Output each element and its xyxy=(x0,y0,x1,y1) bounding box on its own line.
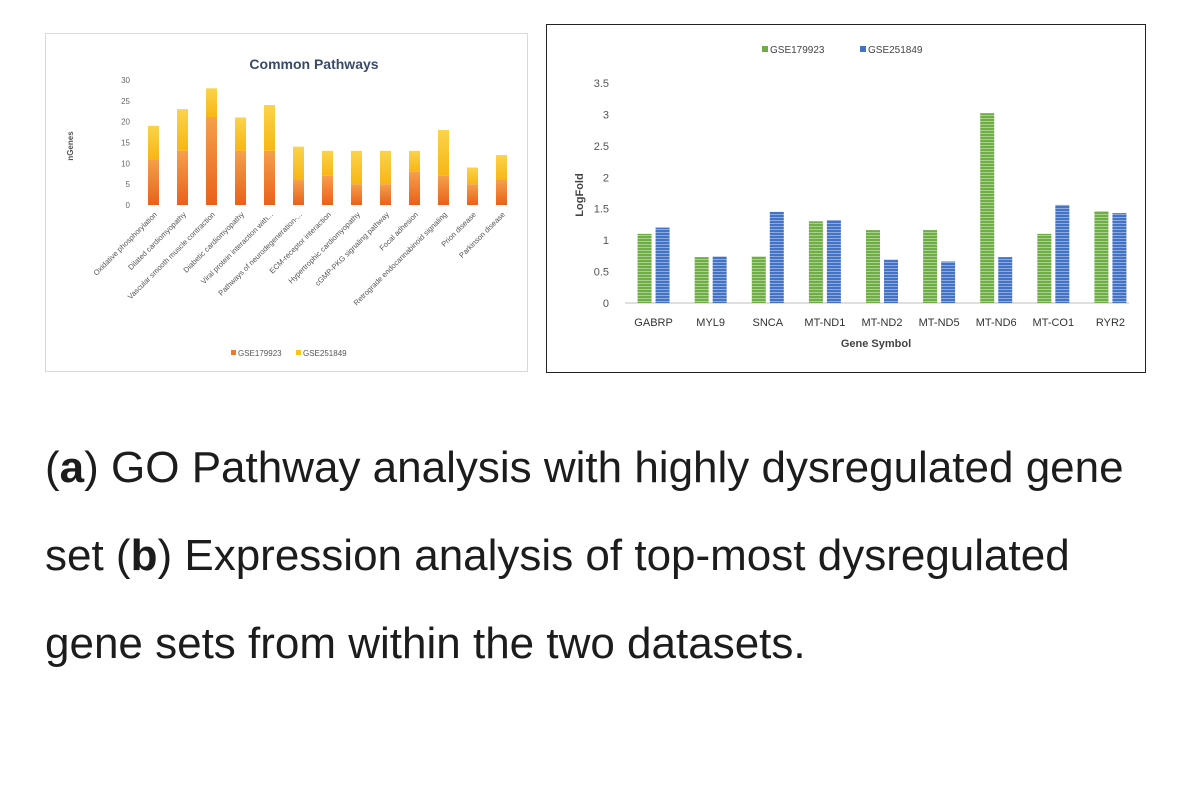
chart-b-legend-swatch-gse179923 xyxy=(762,46,768,52)
chart-gene-expression: GSE179923 GSE251849 LogFold 0 0.5 1 1.5 2 2.5 3 3.… xyxy=(546,24,1146,373)
chart-b-bar-gse251849 xyxy=(655,227,670,303)
chart-b-y-axis-label: LogFold xyxy=(574,173,586,216)
chart-a-y-tick: 5 xyxy=(126,180,131,189)
chart-b-y-tick: 0.5 xyxy=(594,267,609,279)
chart-common-pathways: Common Pathways nGenes 0 5 10 15 20 25 30 Oxidati… xyxy=(45,33,528,372)
chart-a-bar-gse179923 xyxy=(206,117,217,205)
chart-a-bar-gse179923 xyxy=(293,180,304,205)
chart-b-x-tick: SNCA xyxy=(752,317,783,329)
chart-b-x-tick: MYL9 xyxy=(696,317,725,329)
chart-b-x-tick: MT-ND2 xyxy=(862,317,903,329)
chart-a-bar-gse251849 xyxy=(264,105,275,151)
chart-a-legend-label-gse179923: GSE179923 xyxy=(238,349,282,358)
chart-b-bar-gse179923 xyxy=(808,221,823,303)
chart-b-y-tick: 3 xyxy=(603,109,609,121)
chart-a-y-tick: 25 xyxy=(121,97,130,106)
chart-a-bar-gse251849 xyxy=(351,150,362,185)
chart-a-bar-gse179923 xyxy=(235,150,246,205)
caption-b-text: Expression analysis of top-most dysregul… xyxy=(45,531,1070,668)
chart-b-bar-gse179923 xyxy=(637,233,652,303)
chart-b-x-tick: MT-ND5 xyxy=(919,317,960,329)
figure-caption: (a) GO Pathway analysis with highly dysr… xyxy=(45,443,1124,668)
chart-b-bar-gse251849 xyxy=(998,257,1013,303)
chart-b-bar-gse251849 xyxy=(1112,213,1127,303)
chart-a-y-tick: 15 xyxy=(121,139,130,148)
chart-b-bar-gse179923 xyxy=(980,113,995,304)
chart-a-legend-swatch-gse179923 xyxy=(231,350,236,355)
chart-a-bar-gse179923 xyxy=(351,184,362,205)
chart-b-bar-gse179923 xyxy=(866,230,880,303)
chart-b-x-tick: MT-CO1 xyxy=(1033,317,1075,329)
chart-a-bar-gse251849 xyxy=(496,155,507,180)
chart-b-bar-gse251849 xyxy=(712,256,727,303)
chart-b-y-tick: 3.5 xyxy=(594,78,609,90)
chart-b-y-tick: 1.5 xyxy=(594,204,609,216)
chart-b-x-tick: GABRP xyxy=(634,317,673,329)
chart-a-legend-swatch-gse251849 xyxy=(296,350,301,355)
chart-b-bar-gse251849 xyxy=(826,220,841,303)
chart-a-bar-gse251849 xyxy=(409,150,420,172)
chart-a-bar-gse179923 xyxy=(322,175,333,205)
chart-b-y-tick: 2 xyxy=(603,172,609,184)
chart-b-bar-gse179923 xyxy=(1037,233,1052,303)
chart-a-y-tick: 30 xyxy=(121,76,130,85)
caption-a-label: a xyxy=(59,443,85,492)
chart-a-bar-gse251849 xyxy=(177,109,188,151)
chart-a-y-axis-label: nGenes xyxy=(66,131,75,161)
chart-a-bar-gse251849 xyxy=(235,117,246,151)
chart-b-legend-label-gse251849: GSE251849 xyxy=(868,45,923,56)
chart-b-y-tick: 0 xyxy=(603,298,609,310)
caption-b-label: b xyxy=(130,531,158,580)
chart-a-y-tick: 10 xyxy=(121,159,130,168)
chart-b-x-tick: MT-ND6 xyxy=(976,317,1017,329)
chart-b-bar-gse251849 xyxy=(769,211,784,303)
chart-a-legend-label-gse251849: GSE251849 xyxy=(303,349,347,358)
chart-b-bar-gse179923 xyxy=(694,257,709,303)
chart-a-bar-gse251849 xyxy=(438,130,449,176)
chart-a-bar-gse179923 xyxy=(438,175,449,205)
chart-a-bar-gse179923 xyxy=(496,180,507,205)
chart-b-y-tick: 2.5 xyxy=(594,141,609,153)
chart-a-bar-gse251849 xyxy=(322,150,333,176)
common-pathways-svg: Common PathwaysnGenes051015202530Oxidati… xyxy=(66,56,507,358)
chart-a-bar-gse251849 xyxy=(148,125,159,160)
chart-a-y-tick: 20 xyxy=(121,118,130,127)
chart-a-bar-gse251849 xyxy=(380,150,391,185)
chart-a-bar-gse179923 xyxy=(467,184,478,205)
chart-a-bar-gse251849 xyxy=(293,146,304,180)
chart-b-bar-gse251849 xyxy=(884,259,898,303)
chart-b-x-axis-label: Gene Symbol xyxy=(841,338,911,350)
chart-a-title: Common Pathways xyxy=(249,56,378,72)
chart-b-y-tick: 1 xyxy=(603,235,609,247)
chart-a-y-tick: 0 xyxy=(126,201,131,210)
gene-expression-svg: GSE179923 GSE251849 LogFold 0 0.5 1 1.5 2 2.5 3 3.… xyxy=(574,45,1129,350)
chart-b-bar-gse179923 xyxy=(923,230,938,303)
chart-b-legend-label-gse179923: GSE179923 xyxy=(770,45,825,56)
chart-a-bar-gse179923 xyxy=(409,171,420,205)
chart-b-legend-swatch-gse251849 xyxy=(860,46,866,52)
caption-a-text: GO Pathway analysis with highly dysregul… xyxy=(45,443,1124,580)
chart-b-bar-gse179923 xyxy=(751,256,766,303)
chart-b-x-tick: MT-ND1 xyxy=(804,317,845,329)
chart-b-bar-gse251849 xyxy=(941,261,956,303)
chart-b-x-tick: RYR2 xyxy=(1096,317,1125,329)
chart-a-bar-gse179923 xyxy=(148,159,159,205)
chart-b-bar-gse179923 xyxy=(1094,211,1109,303)
chart-a-bar-gse251849 xyxy=(467,167,478,185)
chart-a-bar-gse179923 xyxy=(177,150,188,205)
chart-a-bar-gse251849 xyxy=(206,88,217,118)
chart-a-bar-gse179923 xyxy=(264,150,275,205)
chart-b-bar-gse251849 xyxy=(1055,204,1070,303)
chart-a-bar-gse179923 xyxy=(380,184,391,205)
